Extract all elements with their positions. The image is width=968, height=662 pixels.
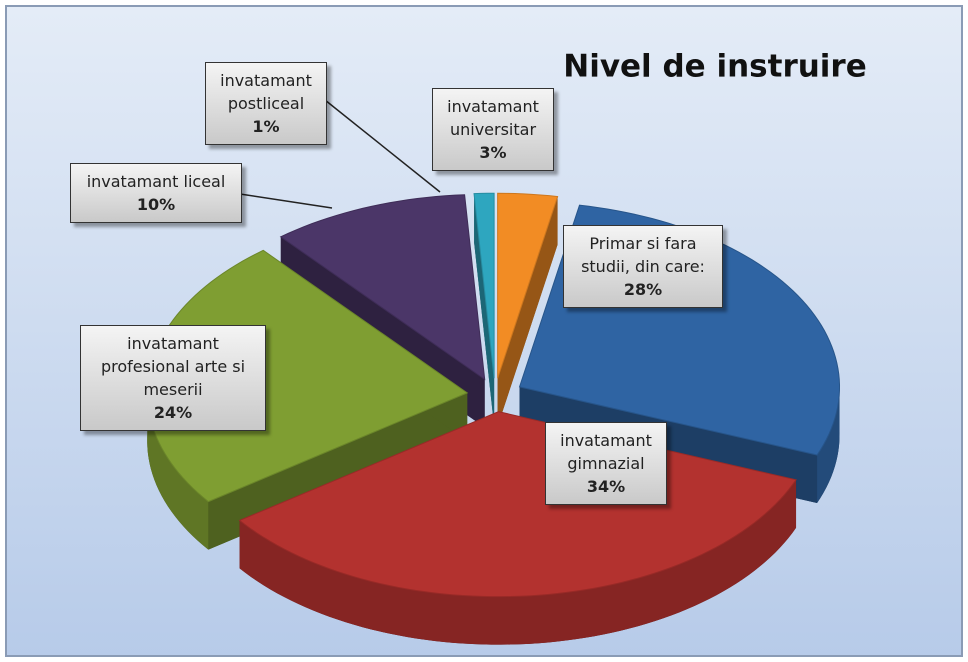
value-label: 34%	[586, 477, 626, 496]
data-label: invatamant profesional arte si meserii 24…	[80, 325, 266, 431]
data-label: invatamant gimnazial 34%	[545, 422, 667, 505]
data-label: invatamant universitar 3%	[432, 88, 554, 171]
slice-wall	[497, 196, 558, 427]
value-label: 3%	[479, 143, 507, 162]
slice-top	[473, 192, 495, 379]
category-name: invatamant gimnazial	[560, 431, 652, 473]
slice	[473, 192, 495, 427]
slice-top	[279, 194, 486, 381]
slice-top	[497, 192, 559, 379]
slice-side	[817, 386, 840, 504]
category-name: invatamant liceal	[86, 172, 226, 191]
chart-title: Nivel de instruire	[563, 49, 867, 85]
value-label: 1%	[252, 117, 280, 136]
slices	[146, 192, 841, 645]
category-name: invatamant profesional arte si meserii	[100, 334, 246, 399]
value-label: 24%	[153, 403, 193, 422]
category-name: invatamant universitar	[447, 97, 539, 139]
data-label: invatamant liceal 10%	[70, 163, 242, 223]
value-label: 10%	[136, 195, 176, 214]
slice-side	[239, 479, 797, 645]
slice-wall	[474, 193, 495, 427]
category-name: invatamant postliceal	[220, 71, 312, 113]
category-name: Primar si fara studii, din care:	[581, 234, 705, 276]
slice-side	[147, 392, 209, 550]
slice	[497, 192, 559, 427]
value-label: 28%	[623, 280, 663, 299]
leader-line	[324, 99, 441, 193]
leader-line	[239, 193, 333, 209]
data-label: Primar si fara studii, din care: 28%	[563, 225, 723, 308]
data-label: invatamant postliceal 1%	[205, 62, 327, 145]
